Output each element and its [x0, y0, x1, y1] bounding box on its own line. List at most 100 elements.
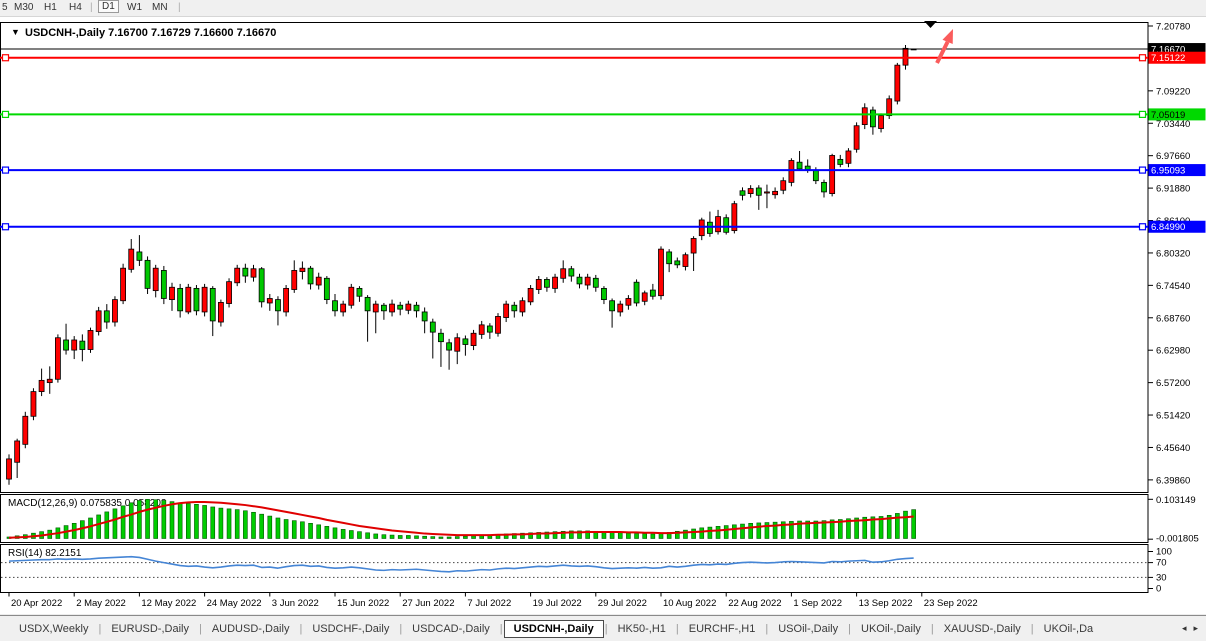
candle: [283, 287, 290, 313]
date-axis-label: 27 Jun 2022: [402, 598, 454, 609]
candle: [755, 187, 762, 196]
symbol-tab-usdx-weekly[interactable]: USDX,Weekly: [19, 622, 89, 635]
up-arrow-annotation[interactable]: [935, 29, 953, 64]
symbol-tab-xauusd-daily[interactable]: XAUUSD-,Daily: [943, 622, 1021, 635]
price-axis-label: 6.68760: [1156, 313, 1190, 324]
candle: [30, 391, 37, 417]
candle: [356, 287, 363, 297]
candle: [544, 279, 550, 288]
candle: [511, 304, 518, 312]
timeframe-button-w1[interactable]: W1: [127, 2, 142, 13]
candle: [853, 125, 860, 150]
line-handle: [1138, 54, 1147, 62]
symbol-tab-usoil-daily[interactable]: USOil-,Daily: [778, 622, 839, 635]
price-axis-label: 6.51420: [1156, 411, 1190, 422]
tab-separator: |: [604, 622, 608, 635]
candle: [413, 304, 420, 312]
main-panel: [0, 22, 1149, 493]
date-axis-label: 23 Sep 2022: [924, 598, 978, 609]
candle: [527, 287, 534, 303]
symbol-tab-audusd-daily[interactable]: AUDUSD-,Daily: [211, 622, 290, 635]
candle: [87, 330, 94, 350]
candle: [886, 98, 893, 117]
candle: [739, 190, 746, 196]
candle: [568, 268, 575, 277]
rsi-line: [8, 555, 914, 573]
timeframe-button-m30[interactable]: M30: [14, 2, 34, 13]
date-axis-label: 19 Jul 2022: [533, 598, 582, 609]
candle: [633, 281, 640, 304]
candle: [332, 300, 338, 312]
timeframe-button-mn[interactable]: MN: [152, 2, 168, 13]
date-axis-label: 20 Apr 2022: [11, 598, 62, 609]
candle: [128, 248, 135, 270]
symbol-tab-usdchf-daily[interactable]: USDCHF-,Daily: [312, 622, 390, 635]
candle: [796, 161, 803, 170]
horizontal-line-6.95093[interactable]: 6.95093: [0, 164, 1206, 177]
macd-axis-label: -0.001805: [1156, 534, 1199, 545]
symbol-tab-usdcnh-daily[interactable]: USDCNH-,Daily: [503, 619, 604, 638]
date-axis-label: 7 Jul 2022: [467, 598, 511, 609]
candle: [266, 298, 273, 304]
candle: [649, 289, 656, 297]
down-triangle-marker[interactable]: [924, 21, 937, 28]
timeframe-button-h4[interactable]: H4: [69, 2, 82, 13]
timeframe-button-5[interactable]: 5: [2, 2, 8, 13]
rsi-label: RSI(14) 82.2151: [8, 548, 82, 559]
candle: [71, 339, 78, 351]
horizontal-line-7.15122[interactable]: 7.15122: [0, 51, 1206, 64]
price-badge-label: 6.95093: [1151, 166, 1185, 177]
symbol-tab-eurusd-daily[interactable]: EURUSD-,Daily: [111, 622, 189, 635]
candle: [747, 188, 754, 194]
timeframe-button-d1[interactable]: D1: [98, 0, 119, 13]
candle: [821, 181, 827, 193]
candle: [242, 267, 249, 277]
date-axis-label: 13 Sep 2022: [859, 598, 913, 609]
date-axis-label: 10 Aug 2022: [663, 598, 716, 609]
candle: [136, 251, 143, 261]
price-badge: [1148, 108, 1206, 121]
candle: [79, 340, 86, 350]
candle: [837, 158, 844, 165]
candle: [193, 287, 200, 312]
symbol-tab-eurchf-h1[interactable]: EURCHF-,H1: [688, 622, 756, 635]
candle: [690, 238, 697, 254]
date-axis-label: 24 May 2022: [207, 598, 262, 609]
price-axis-label: 6.39860: [1156, 475, 1190, 486]
date-axis-label: 3 Jun 2022: [272, 598, 319, 609]
candle: [625, 298, 632, 306]
macd-signal-line: [8, 501, 914, 539]
candle: [291, 270, 298, 290]
tabs-scroll-left-icon[interactable]: ◂: [1181, 623, 1187, 633]
candle: [429, 321, 436, 333]
candle: [829, 155, 836, 194]
candle: [38, 379, 45, 392]
candle: [617, 303, 624, 313]
timeframe-button-h1[interactable]: H1: [44, 2, 57, 13]
symbol-tab-hk50-h1[interactable]: HK50-,H1: [617, 622, 666, 635]
date-axis-label: 2 May 2022: [76, 598, 126, 609]
rsi-axis-label: 100: [1156, 547, 1172, 558]
candle: [14, 440, 21, 463]
rsi-axis-label: 70: [1156, 558, 1167, 569]
tabs-scroll-right-icon[interactable]: ▸: [1193, 623, 1198, 633]
horizontal-line-7.05019[interactable]: 7.05019: [0, 108, 1206, 121]
candle: [258, 268, 265, 303]
symbol-tab-ukoil-da[interactable]: UKOil-,Da: [1043, 622, 1094, 635]
candle: [299, 267, 306, 272]
candle: [217, 302, 224, 323]
tab-separator: |: [848, 622, 851, 635]
symbol-tab-usdcad-daily[interactable]: USDCAD-,Daily: [412, 622, 490, 635]
candle: [715, 216, 721, 233]
toolbar-separator: |: [178, 2, 181, 13]
macd-label: MACD(12,26,9) 0.075835 0.058203: [8, 498, 167, 509]
candle: [495, 316, 501, 334]
candle: [234, 267, 241, 284]
symbol-dropdown-icon[interactable]: ▼: [11, 27, 20, 37]
price-axis-label: 6.97660: [1156, 151, 1190, 162]
horizontal-line-6.84990[interactable]: 6.84990: [0, 220, 1206, 234]
date-axis-label: 22 Aug 2022: [728, 598, 781, 609]
symbol-tab-ukoil-daily[interactable]: UKOil-,Daily: [861, 622, 921, 635]
timeframe-toolbar: 5 M30 H1 H4 | D1 W1 MN |: [0, 0, 1206, 17]
